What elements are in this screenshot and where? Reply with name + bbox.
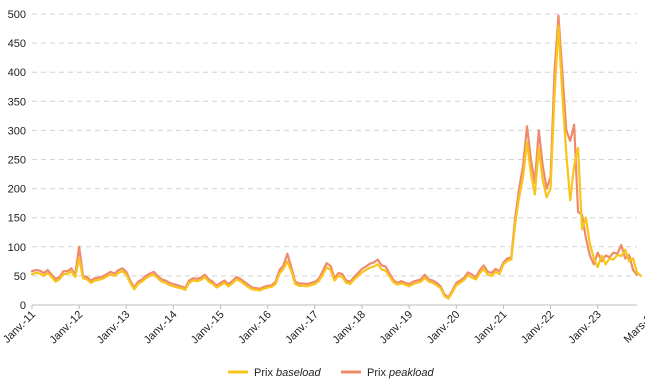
x-tick-label: Janv.-22 — [519, 309, 557, 347]
legend-label: Prix baseload — [254, 367, 322, 379]
y-tick-label: 350 — [8, 96, 26, 108]
y-tick-label: 150 — [8, 213, 26, 225]
y-tick-label: 450 — [8, 38, 26, 50]
legend: Prix baseload Prix peakload — [228, 367, 435, 379]
x-tick-label: Janv.-18 — [330, 309, 368, 347]
x-tick-label: Janv.-13 — [95, 309, 133, 347]
legend-item-peakload: Prix peakload — [341, 367, 435, 379]
x-tick-label: Janv.-12 — [48, 309, 86, 347]
y-tick-label: 250 — [8, 155, 26, 167]
series-lines — [32, 16, 641, 299]
x-tick-label: Janv.-17 — [283, 309, 321, 347]
x-tick-label: Janv.-14 — [142, 309, 180, 347]
y-tick-label: 500 — [8, 9, 26, 21]
y-tick-label: 50 — [14, 271, 26, 283]
x-tick-label: Janv.-19 — [378, 309, 416, 347]
y-tick-label: 0 — [20, 300, 26, 312]
legend-label: Prix peakload — [367, 367, 435, 379]
y-axis: 0 50 100 150 200 250 300 350 400 450 500 — [8, 9, 26, 312]
x-tick-label: Janv.-16 — [236, 309, 274, 347]
x-tick-label: Janv.-21 — [472, 309, 510, 347]
x-axis: Janv.-11 Janv.-12 Janv.-13 Janv.-14 Janv.-15… — [1, 305, 645, 346]
x-tick-label: Mars-24 — [622, 309, 645, 346]
y-tick-label: 300 — [8, 125, 26, 137]
y-tick-label: 100 — [8, 242, 26, 254]
x-tick-label: Janv.-11 — [1, 309, 38, 346]
series-line-peakload — [32, 16, 637, 298]
y-tick-label: 200 — [8, 184, 26, 196]
x-tick-label: Janv.-23 — [566, 309, 604, 347]
x-tick-label: Janv.-15 — [189, 309, 227, 347]
gridlines — [32, 14, 637, 305]
legend-item-baseload: Prix baseload — [228, 367, 322, 379]
series-line-baseload — [32, 26, 641, 299]
y-tick-label: 400 — [8, 67, 26, 79]
x-tick-label: Janv.-20 — [425, 309, 463, 347]
